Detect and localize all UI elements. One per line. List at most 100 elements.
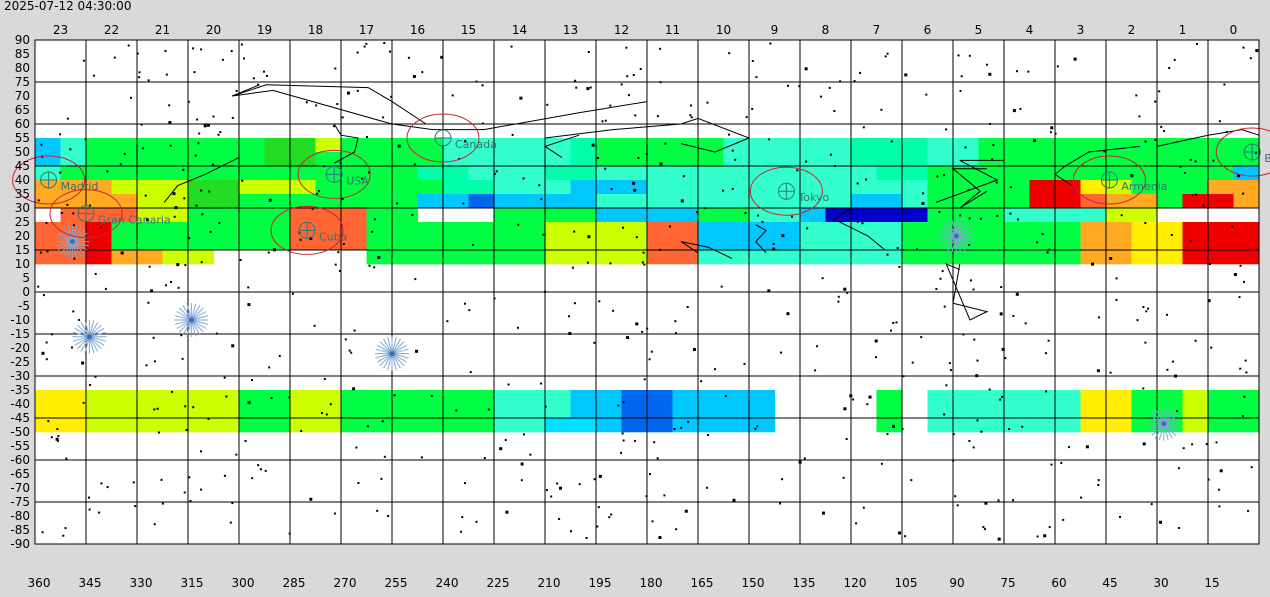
star <box>430 394 433 397</box>
heatmap-cell <box>978 222 1005 237</box>
heatmap-cell <box>519 194 546 209</box>
heatmap-cell <box>188 166 215 181</box>
heatmap-cell <box>519 166 546 181</box>
star <box>1242 46 1245 49</box>
heatmap-cell <box>570 208 597 223</box>
heatmap-cell <box>60 250 87 265</box>
heatmap-cell <box>443 152 470 167</box>
heatmap-cell <box>1182 404 1209 419</box>
star <box>538 184 541 187</box>
star <box>46 250 49 253</box>
star <box>1207 478 1210 481</box>
heatmap-cell <box>341 208 368 223</box>
location-label: B <box>1264 152 1270 165</box>
heatmap-cell <box>800 180 827 195</box>
star <box>1183 171 1186 174</box>
x-bottom-tick-label: 345 <box>79 576 102 590</box>
star <box>229 521 232 524</box>
y-tick-label: -30 <box>10 369 30 383</box>
heatmap-cell <box>902 236 929 251</box>
star <box>1036 241 1039 244</box>
x-top-tick-label: 21 <box>155 23 170 37</box>
star <box>886 52 889 55</box>
heatmap-cell <box>1080 180 1107 195</box>
star <box>610 188 613 190</box>
star <box>411 214 414 216</box>
star <box>195 204 198 207</box>
heatmap-cell <box>1208 404 1235 419</box>
star <box>585 537 588 539</box>
heatmap-cell <box>1131 236 1158 251</box>
y-tick-label: 25 <box>15 215 30 229</box>
heatmap-cell <box>647 138 674 153</box>
heatmap-cell <box>1233 194 1260 209</box>
heatmap-cell <box>672 166 699 181</box>
star <box>593 478 596 481</box>
heatmap-cell <box>1106 236 1133 251</box>
y-tick-label: 0 <box>22 285 30 299</box>
heatmap-cell <box>851 250 878 265</box>
star <box>949 369 952 372</box>
heatmap-cell <box>494 208 521 223</box>
star <box>200 48 203 51</box>
heatmap-cell <box>1080 208 1107 223</box>
star <box>263 70 265 73</box>
star <box>943 174 945 177</box>
star <box>65 457 68 460</box>
star <box>504 439 507 441</box>
star <box>988 72 992 76</box>
star <box>690 116 693 119</box>
heatmap-cell <box>902 222 929 237</box>
star <box>862 506 865 509</box>
heatmap-cell <box>953 194 980 209</box>
heatmap-cell <box>162 222 189 237</box>
star <box>862 126 865 129</box>
heatmap-cell <box>1055 208 1082 223</box>
star <box>1048 526 1051 529</box>
star <box>138 76 141 79</box>
star <box>1218 505 1221 508</box>
star <box>72 224 75 227</box>
star <box>632 74 635 76</box>
heatmap-cell <box>213 404 240 419</box>
star <box>219 131 222 134</box>
heatmap-cell <box>162 250 189 265</box>
y-tick-label: 50 <box>15 145 30 159</box>
x-top-tick-label: 13 <box>563 23 578 37</box>
heatmap-cell <box>60 138 87 153</box>
heatmap-cell <box>392 208 419 223</box>
heatmap-cell <box>621 222 648 237</box>
heatmap-cell <box>519 404 546 419</box>
star <box>223 474 226 477</box>
heatmap-cell <box>1182 180 1209 195</box>
star <box>604 119 607 122</box>
heatmap-cell <box>315 152 342 167</box>
star <box>353 329 356 332</box>
star <box>1223 83 1226 86</box>
star <box>192 406 195 409</box>
y-tick-label: 35 <box>15 187 30 201</box>
heatmap-cell <box>443 236 470 251</box>
star <box>176 263 180 267</box>
star <box>781 478 784 481</box>
star <box>235 453 238 456</box>
star <box>596 525 599 528</box>
heatmap-cell <box>86 180 113 195</box>
heatmap-cell <box>341 166 368 181</box>
star <box>94 272 97 275</box>
star <box>984 501 988 505</box>
heatmap-cell <box>213 418 240 433</box>
heatmap-cell <box>953 418 980 433</box>
star <box>772 247 776 251</box>
heatmap-cell <box>1055 404 1082 419</box>
bright-star <box>939 219 974 253</box>
heatmap-cell <box>570 418 597 433</box>
star <box>89 204 91 207</box>
heatmap-cell <box>825 138 852 153</box>
star <box>511 133 514 136</box>
constellation-line <box>1054 145 1141 187</box>
heatmap-cell <box>800 166 827 181</box>
heatmap-cell <box>621 390 648 405</box>
heatmap-cell <box>111 222 138 237</box>
x-bottom-tick-label: 120 <box>844 576 867 590</box>
